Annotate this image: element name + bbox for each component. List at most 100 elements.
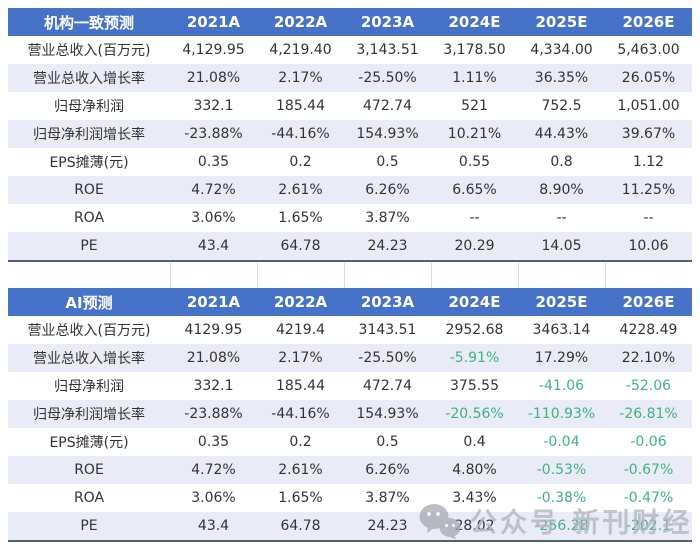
table-row: EPS摊薄(元) 0.35 0.2 0.5 0.55 0.8 1.12 [8,148,692,176]
table-cell: -- [643,210,654,226]
table-cell: -20.56% [431,400,518,428]
table-cell: 185.44 [276,378,325,394]
table-cell: -25.50% [344,344,431,372]
table-cell: 4,219.40 [269,42,332,58]
table-cell: 3,143.51 [356,42,419,58]
table-cell: 3143.51 [358,322,417,338]
row-label: ROE [8,176,170,204]
table-cell: 2.61% [257,176,344,204]
table-cell: 6.26% [344,176,431,204]
table-cell: -0.53% [518,456,605,484]
table-row: 营业总收入增长率 21.08% 2.17% -25.50% 1.11% 36.35% 26.… [8,64,692,92]
table-cell: 4,334.00 [530,42,593,58]
table-cell: 185.44 [276,98,325,114]
table-row: 营业总收入(百万元) 4129.95 4219.4 3143.51 2952.68 346… [8,316,692,344]
table-cell: 0.5 [376,154,399,170]
table-row: PE 43.4 64.78 24.23 20.29 14.05 10.06 [8,232,692,261]
table-title: AI预测 [8,288,170,316]
table-cell: 4129.95 [184,322,243,338]
ai-forecast-table: AI预测 2021A 2022A 2023A 2024E 2025E 2026E 营业总收入… [8,288,692,542]
table-cell: 44.43% [518,120,605,148]
table-cell: 0.4 [463,434,486,450]
row-label: 归母净利润 [54,99,124,115]
table-cell: 0.35 [197,434,230,450]
table-cell: 26.05% [605,64,692,92]
table-cell: 2.17% [257,344,344,372]
table-cell: 4.72% [170,176,257,204]
table-cell: 64.78 [257,232,344,261]
table-row: ROE 4.72% 2.61% 6.26% 4.80% -0.53% -0.67% [8,456,692,484]
row-label: 归母净利润 [54,379,124,395]
table-cell: -110.93% [518,400,605,428]
column-header: 2022A [257,288,344,316]
table-cell: 8.90% [518,176,605,204]
table-cell: -- [469,210,480,226]
row-label: PE [8,232,170,261]
table-row: 归母净利润 332.1 185.44 472.74 521 752.5 1,051.00 [8,92,692,120]
row-label: PE [8,512,170,541]
table-cell: 0.5 [376,434,399,450]
table-cell: 3,178.50 [443,42,506,58]
table-cell: 28.02 [431,512,518,541]
table-cell: 3.06% [191,210,236,226]
table-cell: 20.29 [431,232,518,261]
table-cell: -41.06 [538,378,585,394]
spacer-cell [431,262,518,288]
row-label: 归母净利润增长率 [8,120,170,148]
table-row: EPS摊薄(元) 0.35 0.2 0.5 0.4 -0.04 -0.06 [8,428,692,456]
table-cell: 3.43% [452,490,497,506]
row-label: 营业总收入(百万元) [27,323,151,339]
column-header: 2023A [344,288,431,316]
table-cell: 4,129.95 [182,42,245,58]
table-cell: 0.8 [550,154,573,170]
row-label: 营业总收入增长率 [8,344,170,372]
header-row: AI预测 2021A 2022A 2023A 2024E 2025E 2026E [8,288,692,316]
table-cell: -256.28 [518,512,605,541]
row-label: 归母净利润增长率 [8,400,170,428]
table-row: 归母净利润 332.1 185.44 472.74 375.55 -41.06 -52.06 [8,372,692,400]
table-title: 机构一致预测 [8,8,170,36]
table-cell: 10.06 [605,232,692,261]
column-header: 2026E [605,288,692,316]
table-cell: 0.2 [289,434,312,450]
header-row: 机构一致预测 2021A 2022A 2023A 2024E 2025E 2026E [8,8,692,36]
table-cell: 17.29% [518,344,605,372]
spacer-cell [257,262,344,288]
consensus-forecast-table: 机构一致预测 2021A 2022A 2023A 2024E 2025E 2026E 营业总… [8,8,692,262]
table-row: 归母净利润增长率 -23.88% -44.16% 154.93% 10.21% 44.43… [8,120,692,148]
table-cell: 2952.68 [445,322,504,338]
table-row: ROA 3.06% 1.65% 3.87% 3.43% -0.38% -0.47% [8,484,692,512]
table-cell: -0.38% [536,490,587,506]
table-cell: -202.1 [605,512,692,541]
table-cell: -44.16% [257,400,344,428]
table-row: ROA 3.06% 1.65% 3.87% -- -- -- [8,204,692,232]
table-cell: 752.5 [541,98,582,114]
table-cell: 3.06% [191,490,236,506]
table-cell: 24.23 [344,232,431,261]
table-cell: 4219.4 [276,322,325,338]
table-cell: 332.1 [193,98,234,114]
row-label: ROE [8,456,170,484]
table-cell: 43.4 [170,512,257,541]
table-cell: 6.65% [431,176,518,204]
table-cell: 36.35% [518,64,605,92]
table-cell: 472.74 [363,98,412,114]
table-cell: -- [556,210,567,226]
table-row: 营业总收入(百万元) 4,129.95 4,219.40 3,143.51 3,178.… [8,36,692,64]
table-row: 营业总收入增长率 21.08% 2.17% -25.50% -5.91% 17.29% 22… [8,344,692,372]
table-cell: 14.05 [518,232,605,261]
column-header: 2025E [518,8,605,36]
table-cell: -0.04 [543,434,580,450]
table-cell: -23.88% [170,400,257,428]
column-header: 2021A [170,288,257,316]
row-label: 营业总收入(百万元) [27,43,151,59]
column-header: 2025E [518,288,605,316]
table-cell: 375.55 [450,378,499,394]
table-cell: 2.17% [257,64,344,92]
table-cell: 1,051.00 [617,98,680,114]
table-row: PE 43.4 64.78 24.23 28.02 -256.28 -202.1 [8,512,692,541]
spacer-row [8,262,692,288]
column-header: 2021A [170,8,257,36]
table-cell: -0.67% [605,456,692,484]
column-header: 2026E [605,8,692,36]
